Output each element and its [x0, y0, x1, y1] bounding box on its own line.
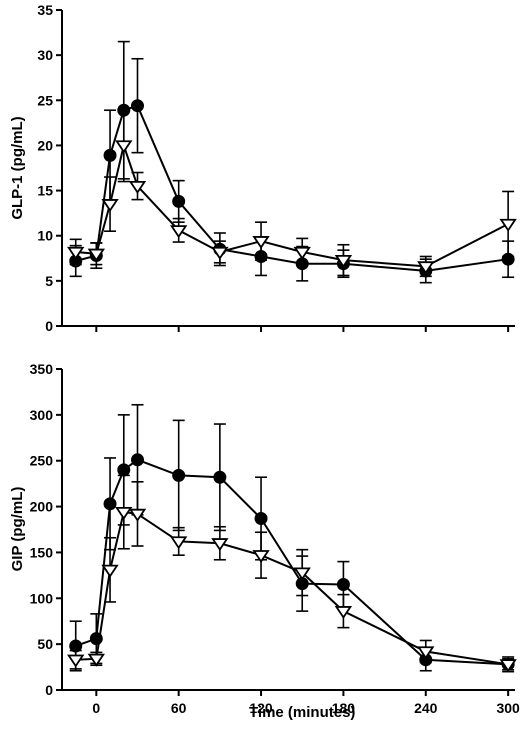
panel-1-series-2-point [334, 254, 353, 269]
panel-2-series-1-point [103, 497, 117, 511]
panel-1-series-2-point [293, 246, 311, 260]
panel-1-y-tick-label: 30 [37, 47, 53, 63]
panel-2-series-1-point [131, 453, 144, 467]
panel-2-series-2-point [170, 536, 188, 550]
panel-1-series-1-point [131, 99, 144, 113]
panel-1-series-2-point [101, 199, 119, 213]
panel-2-series-2-point [252, 550, 270, 564]
panel-2-series-2-line [75, 510, 509, 666]
panel-2-y-tick-label: 250 [30, 453, 54, 469]
panel-1-y-tick-label: 10 [37, 228, 53, 244]
panel-1-y-tick-label: 35 [37, 2, 53, 18]
panel-2-series-1-point [172, 468, 186, 482]
panel-1-series-2-line [75, 141, 509, 268]
panel-2-y-tick-label: 100 [30, 590, 54, 606]
panel-2-series-2-point [128, 508, 147, 522]
panel-2-series-2-point [67, 654, 85, 668]
panel-1-series-2-point [211, 246, 229, 260]
panel-1-series-2-point [128, 180, 147, 194]
panel-1-series-1-line [75, 104, 509, 272]
panel-1-series-2-point [67, 246, 85, 260]
panel-2-y-axis-title: GIP (pg/mL) [9, 487, 26, 572]
panel-2-series-2-point [115, 506, 133, 520]
panel-2-series-1-point [117, 463, 131, 477]
panel-2-series-2-point [334, 606, 353, 620]
panel-2-y-tick-label: 0 [45, 682, 53, 698]
panel-2-x-tick-label: 60 [171, 700, 187, 716]
panel-1-series-2-point [87, 248, 105, 262]
panel-2-y-tick-label: 50 [37, 636, 53, 652]
panel-1-series-2-point [499, 218, 517, 232]
panel-2-series-1-point [213, 470, 227, 484]
panel-1-y-tick-label: 15 [37, 183, 53, 199]
panel-1-y-tick-label: 0 [45, 318, 53, 334]
panel-1-series-1-point [172, 194, 186, 208]
panel-2-y-tick-label: 350 [30, 361, 54, 377]
panel-1-series-2-point [115, 140, 133, 154]
panel-1-series-2-point [252, 236, 270, 250]
panel-2-x-tick-label: 300 [496, 700, 520, 716]
panel-1-y-tick-label: 20 [37, 137, 53, 153]
panel-1-y-tick-label: 25 [37, 92, 53, 108]
panel-2-series-1-line [75, 458, 509, 666]
panel-2-series-2-point [87, 653, 105, 667]
panel-2-series-2-point [211, 538, 229, 552]
panel-1-y-tick-label: 5 [45, 273, 53, 289]
panel-2-x-tick-label: 0 [92, 700, 100, 716]
panel-2-x-axis-title: Time (minutes) [249, 704, 355, 721]
panel-2-series-1-point [254, 511, 268, 525]
panel-2-series-2-point [499, 659, 517, 673]
panel-2-y-tick-label: 200 [30, 499, 54, 515]
panel-2-series-2-point [101, 564, 119, 578]
panel-2-x-tick-label: 240 [414, 700, 438, 716]
panel-2-series-2-point [293, 567, 311, 581]
panel-2-series-2-point [417, 646, 435, 660]
panel-2-x-tick-label: 180 [332, 700, 356, 716]
panel-1-series-2-point [417, 261, 435, 275]
panel-2-y-tick-label: 300 [30, 407, 54, 423]
panel-1-series-2-point [170, 225, 188, 239]
panel-2-x-tick-label: 120 [249, 700, 273, 716]
panel-1-y-axis-title: GLP-1 (pg/mL) [9, 116, 26, 219]
panel-1-series-1-point [103, 148, 117, 162]
panel-2-series-1-point [336, 578, 350, 592]
panel-2-y-tick-label: 150 [30, 544, 54, 560]
